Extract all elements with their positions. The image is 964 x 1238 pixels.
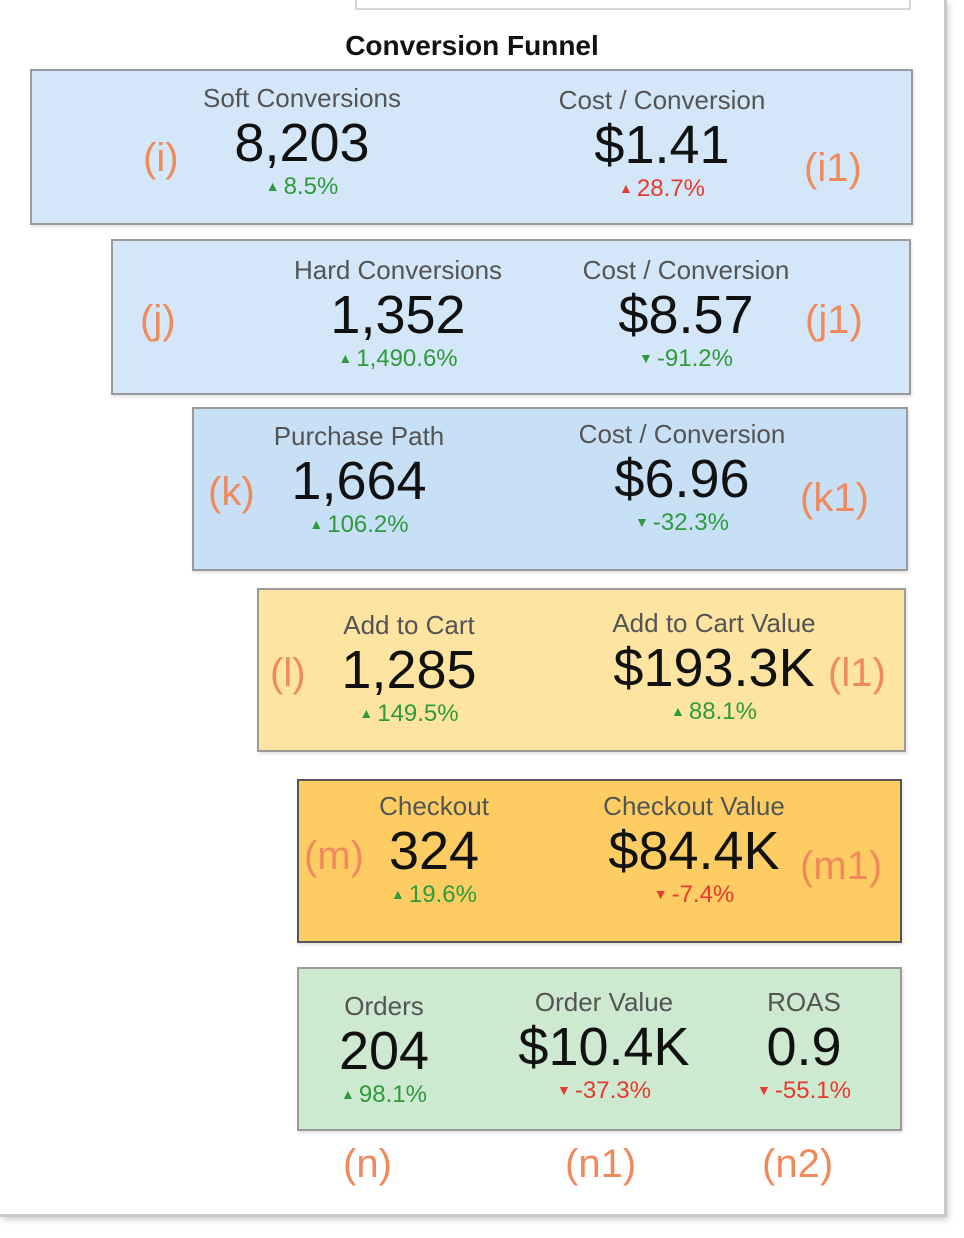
metric-label: Order Value — [534, 987, 674, 1017]
metric-label: Purchase Path — [273, 421, 445, 451]
arrow-down-icon: ▼ — [639, 350, 653, 367]
arrow-up-icon: ▲ — [391, 886, 405, 903]
metric-change: ▲ 8.5% — [265, 173, 339, 201]
metric-label: Cost / Conversion — [558, 85, 766, 115]
metric-label: Soft Conversions — [203, 83, 401, 113]
metric-change: ▲ 19.6% — [391, 881, 477, 909]
hard-conversions-card: Hard Conversions 1,352 ▲ 1,490.6% Cost / … — [111, 239, 911, 395]
annotation-label: (l) — [270, 651, 306, 695]
annotation-label: (k1) — [800, 476, 869, 520]
metric-value: 204 — [338, 1021, 430, 1081]
metric-value: 0.9 — [766, 1017, 842, 1077]
arrow-up-icon: ▲ — [309, 516, 324, 533]
metric-change: ▲ 1,490.6% — [338, 345, 458, 373]
checkout-card: Checkout 324 ▲ 19.6% Checkout Value $84.4… — [297, 779, 902, 943]
metric-value: $84.4K — [608, 821, 780, 881]
roas-metric: ROAS 0.9 ▼ -55.1% — [739, 987, 869, 1105]
hard-cost-metric: Cost / Conversion $8.57 ▼ -91.2% — [553, 255, 819, 373]
metric-value: 1,664 — [291, 451, 427, 511]
metric-value: $8.57 — [618, 285, 754, 345]
hard-conversions-metric: Hard Conversions 1,352 ▲ 1,490.6% — [253, 255, 543, 373]
add-to-cart-metric: Add to Cart 1,285 ▲ 149.5% — [309, 610, 509, 728]
purchase-path-metric: Purchase Path 1,664 ▲ 106.2% — [234, 421, 484, 539]
metric-change: ▲ 149.5% — [359, 700, 459, 728]
arrow-up-icon: ▲ — [671, 703, 685, 720]
metric-value: 324 — [388, 821, 480, 881]
add-to-cart-card: Add to Cart 1,285 ▲ 149.5% Add to Cart Va… — [257, 588, 906, 752]
arrow-down-icon: ▼ — [635, 514, 649, 531]
arrow-up-icon: ▲ — [338, 350, 353, 367]
arrow-up-icon: ▲ — [359, 705, 374, 722]
metric-change: ▼ -55.1% — [757, 1077, 851, 1105]
metric-label: Orders — [344, 991, 424, 1021]
metric-value: 8,203 — [234, 113, 370, 173]
metric-label: ROAS — [767, 987, 841, 1017]
add-to-cart-value-metric: Add to Cart Value $193.3K ▲ 88.1% — [579, 608, 849, 726]
metric-value: 1,285 — [341, 640, 477, 700]
annotation-label: (l1) — [828, 651, 886, 695]
metric-change: ▼ -7.4% — [653, 881, 735, 909]
orders-card: Orders 204 ▲ 98.1% Order Value $10.4K ▼ -3… — [297, 967, 902, 1131]
annotation-label: (i) — [143, 136, 179, 180]
annotation-label: (k) — [208, 470, 255, 514]
metric-value: $1.41 — [594, 115, 730, 175]
metric-label: Cost / Conversion — [578, 419, 786, 449]
soft-conversions-metric: Soft Conversions 8,203 ▲ 8.5% — [172, 83, 432, 201]
arrow-down-icon: ▼ — [557, 1082, 571, 1099]
metric-change: ▲ 88.1% — [671, 698, 757, 726]
soft-conversions-card: Soft Conversions 8,203 ▲ 8.5% Cost / Conv… — [30, 69, 913, 225]
metric-value: $6.96 — [614, 449, 750, 509]
metric-label: Cost / Conversion — [582, 255, 790, 285]
arrow-down-icon: ▼ — [757, 1082, 771, 1099]
metric-label: Hard Conversions — [293, 255, 503, 285]
metric-label: Checkout Value — [603, 791, 785, 821]
purchase-path-card: Purchase Path 1,664 ▲ 106.2% Cost / Conve… — [192, 407, 908, 571]
metric-label: Add to Cart — [343, 610, 475, 640]
metric-change: ▼ -32.3% — [635, 509, 729, 537]
checkout-value-metric: Checkout Value $84.4K ▼ -7.4% — [579, 791, 809, 909]
arrow-up-icon: ▲ — [341, 1086, 355, 1103]
annotation-label: (n2) — [762, 1142, 834, 1186]
metric-value: $10.4K — [518, 1017, 690, 1077]
arrow-down-icon: ▼ — [653, 886, 668, 903]
page-title: Conversion Funnel — [345, 30, 599, 61]
order-value-metric: Order Value $10.4K ▼ -37.3% — [499, 987, 709, 1105]
arrow-up-icon: ▲ — [619, 180, 633, 197]
annotation-label: (n) — [343, 1142, 392, 1186]
annotation-label: (j1) — [805, 298, 863, 342]
purchase-cost-metric: Cost / Conversion $6.96 ▼ -32.3% — [549, 419, 815, 537]
metric-change: ▲ 106.2% — [309, 511, 409, 539]
metric-value: 1,352 — [330, 285, 466, 345]
top-control[interactable] — [355, 0, 911, 10]
metric-label: Add to Cart Value — [612, 608, 816, 638]
metric-change: ▲ 98.1% — [341, 1081, 427, 1109]
checkout-metric: Checkout 324 ▲ 19.6% — [349, 791, 519, 909]
metric-change: ▲ 28.7% — [619, 175, 705, 203]
metric-label: Checkout — [379, 791, 489, 821]
metric-change: ▼ -37.3% — [557, 1077, 651, 1105]
annotation-label: (i1) — [804, 146, 862, 190]
arrow-up-icon: ▲ — [265, 178, 280, 195]
annotation-label: (j) — [140, 298, 176, 342]
metric-value: $193.3K — [613, 638, 815, 698]
metric-change: ▼ -91.2% — [639, 345, 733, 373]
annotation-label: (n1) — [565, 1142, 637, 1186]
orders-metric: Orders 204 ▲ 98.1% — [314, 991, 454, 1109]
annotation-label: (m) — [304, 834, 364, 878]
annotation-label: (m1) — [800, 844, 883, 888]
soft-cost-metric: Cost / Conversion $1.41 ▲ 28.7% — [532, 85, 792, 203]
